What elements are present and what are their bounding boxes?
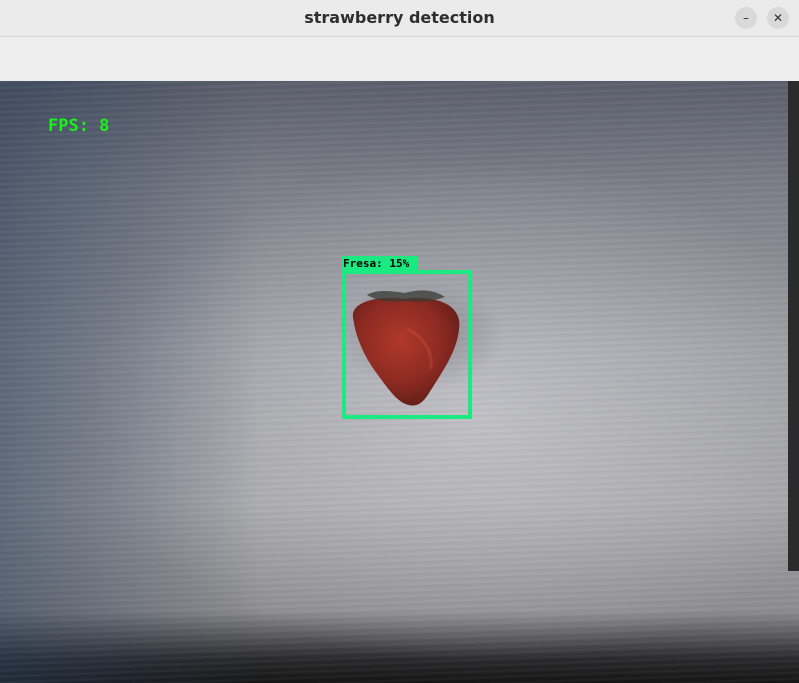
fps-counter: FPS: 8 [48,116,110,136]
detection-label-background [342,256,418,271]
minimize-icon: – [743,11,749,25]
detection-label: Fresa: 15% [343,257,410,270]
minimize-button[interactable]: – [735,7,757,29]
camera-edge [788,81,799,571]
window-title: strawberry detection [304,8,495,27]
close-button[interactable]: ✕ [767,7,789,29]
title-bar[interactable]: strawberry detection – ✕ [0,0,799,37]
close-icon: ✕ [772,11,784,25]
detection-bounding-box [342,270,472,419]
camera-feed: FPS: 8 Fresa: 15% [0,81,799,683]
camera-vignette [0,81,260,683]
toolbar-area [0,37,799,81]
strawberry-image [352,290,460,406]
